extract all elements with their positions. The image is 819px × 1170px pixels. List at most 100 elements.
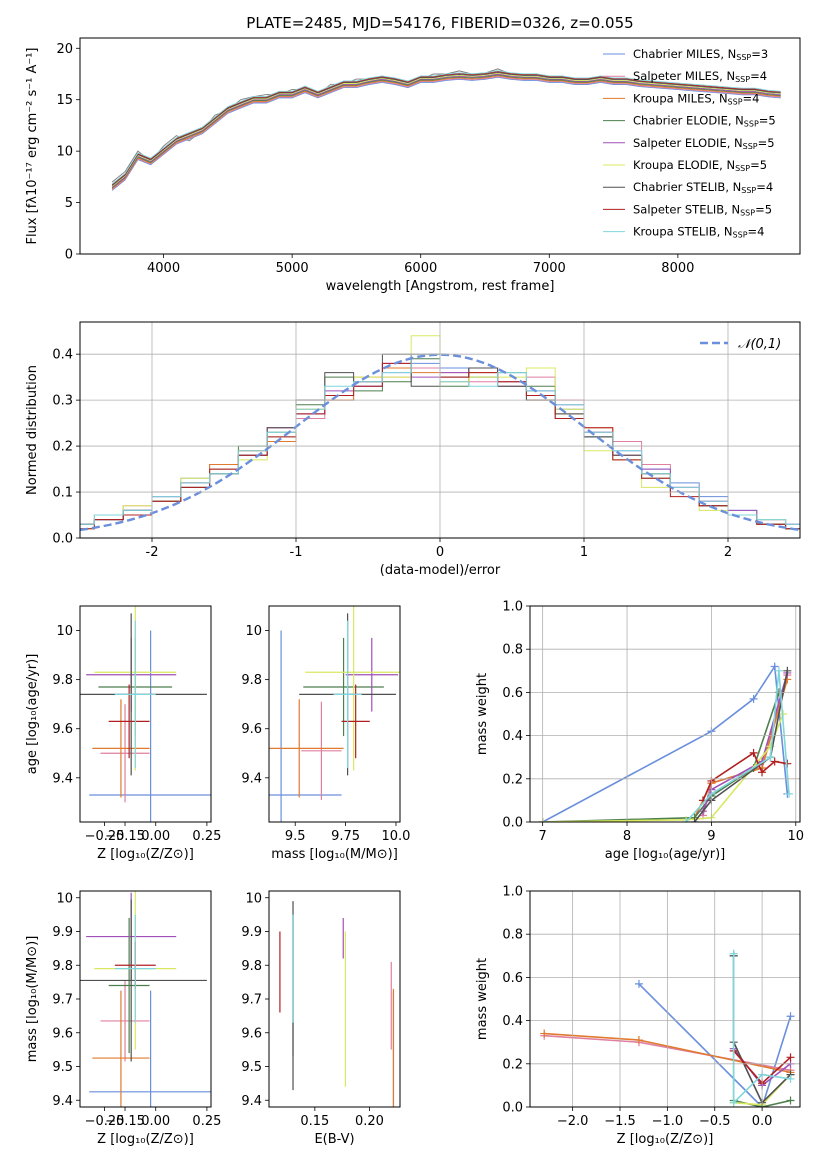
plot-area [111,68,781,191]
x-tick-label: 10.0 [381,829,410,844]
weight-marker [786,1096,795,1105]
y-tick-label: 9.6 [52,722,73,737]
x-tick-label: 6000 [404,261,437,276]
x-tick-label: −0.25 [85,1114,125,1129]
y-tick-label: 0.2 [502,1057,523,1072]
legend-label: Salpeter STELIB, NSSP=5 [633,202,772,217]
y-tick-label: 0.4 [502,1014,523,1029]
y-tick-label: 9.6 [52,1026,73,1041]
y-tick-label: 0.0 [502,816,523,831]
y-tick-label: 9.6 [241,1026,262,1041]
x-tick-label: −0.5 [699,1114,731,1129]
y-axis-label: mass [log₁₀(M/M⊙)] [25,936,40,1063]
weight-marker [690,818,699,822]
x-tick-label: −1.0 [652,1114,684,1129]
x-tick-label: 8000 [661,261,694,276]
x-tick-label: −0.15 [105,1114,145,1129]
y-tick-label: 0.8 [502,643,523,658]
y-tick-label: 0.8 [502,928,523,943]
x-tick-label: −1.5 [604,1114,636,1129]
legend-count: =4 [748,225,765,239]
legend-label: Kroupa ELODIE, NSSP=5 [633,158,767,173]
model-spectrum [111,70,781,185]
plot-frame [268,605,401,823]
panel-mass_weight_vs_Z: −2.0 −1.5 −1.0 −0.5 0.0 0.0 0.2 0.4 0.6 0.8 1.0 Z [… [475,885,801,1147]
y-tick-label: 1.0 [502,600,523,615]
x-tick-label: 7 [539,829,547,844]
x-tick-label: −0.15 [105,829,145,844]
legend-subscript: SSP [733,231,748,240]
y-tick-label: 10 [56,891,73,906]
model-spectrum [111,72,781,187]
legend-subscript: SSP [744,120,759,129]
x-tick-label: 8 [623,829,631,844]
plot-frame [79,605,212,823]
panel-mass_vs_Z: −0.25−0.150.00 0.25 9.4 9.5 9.6 9.7 9.8 9.9 10 Z … [25,890,221,1147]
plot-frame [79,37,801,255]
y-tick-label: 20 [56,42,73,57]
weight-marker [786,1053,795,1062]
y-axis-label: mass weight [475,958,490,1040]
plot-frame [529,890,801,1108]
x-axis-label: age [log₁₀(age/yr)] [605,847,726,862]
y-tick-label: 5 [65,196,73,211]
y-tick-label: 10 [56,145,73,160]
y-tick-label: 9.4 [52,1094,73,1109]
model-spectrum [111,74,781,189]
y-tick-label: 9.5 [241,1060,262,1075]
y-axis-label: Flux [fλ10⁻¹⁷ erg cm⁻² s⁻¹ A⁻¹] [25,48,40,245]
model-spectrum [111,73,781,188]
x-axis-label: Z [log₁₀(Z/Z⊙)] [97,1132,194,1147]
y-tick-label: 0 [65,248,73,263]
y-tick-label: 0.6 [502,971,523,986]
y-axis-label: Normed distribution [25,365,40,495]
legend-count: =4 [743,91,760,105]
model-spectrum [111,75,781,190]
x-axis-label: E(B-V) [314,1132,354,1147]
legend-count: =3 [751,47,768,61]
y-tick-label: 0.4 [502,729,523,744]
x-tick-label: 7000 [533,261,566,276]
weight-marker [770,757,779,766]
x-tick-label: 9 [707,829,715,844]
y-tick-label: 9.7 [52,993,73,1008]
x-axis-label: Z [log₁₀(Z/Z⊙)] [97,847,194,862]
plot-area [269,606,400,822]
x-tick-label: −2.0 [557,1114,589,1129]
y-tick-label: 9.8 [52,959,73,974]
weight-marker [634,979,643,988]
plot-area [279,901,395,1107]
weight-marker [729,1098,738,1107]
y-tick-label: 10 [245,891,262,906]
y-tick-label: 0.0 [502,1101,523,1116]
y-tick-label: 9.8 [52,673,73,688]
y-tick-label: 9.4 [241,771,262,786]
legend-subscript: SSP [741,186,756,195]
x-tick-label: 10 [788,829,805,844]
x-tick-label: 0.0 [752,1114,773,1129]
x-tick-label: 0.00 [141,1114,170,1129]
model-spectrum [111,71,781,186]
weight-marker [729,949,738,958]
weight-marker [682,818,691,822]
weight-marker [758,768,767,777]
plot-area [80,606,211,822]
weight-marker [785,789,794,798]
y-tick-label: 9.6 [241,722,262,737]
legend-label: Chabrier MILES, NSSP=3 [633,47,768,62]
x-tick-label: 0.25 [192,1114,221,1129]
legend-subscript: SSP [728,97,743,106]
weight-marker [774,666,783,675]
y-tick-label: 0.3 [52,394,73,409]
weight-marker [786,1074,795,1083]
legend-count: =5 [755,202,772,216]
x-tick-label: 0.25 [192,829,221,844]
x-tick-label: 2 [724,545,732,560]
x-tick-label: -1 [290,545,303,560]
legend-label: Chabrier STELIB, NSSP=4 [633,180,773,195]
legend-subscript: SSP [740,208,755,217]
weight-marker [786,1012,795,1021]
x-tick-label: 5000 [276,261,309,276]
legend-count: =5 [758,136,775,150]
model-spectrum [111,71,781,186]
